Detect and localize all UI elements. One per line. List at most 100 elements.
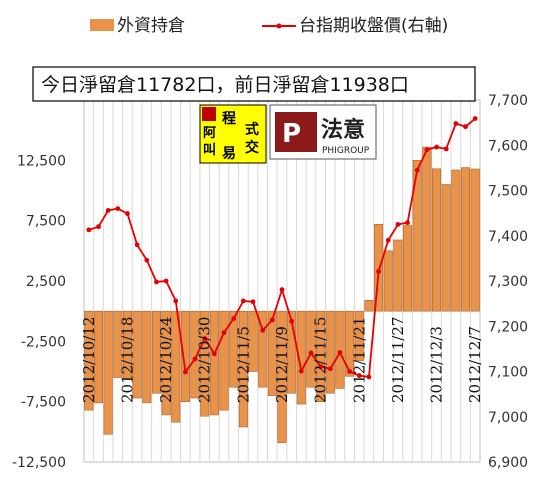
logo-phigroup-text: 法意 [321,117,365,143]
legend-line-label: 台指期收盤價(右軸) [299,16,448,36]
right-tick-label: 7,300 [488,274,528,290]
bar [84,310,94,411]
price-point [385,237,391,243]
logo-char-6: 易 [222,146,236,162]
price-point [231,316,237,321]
left-tick-label: -7,500 [21,395,66,411]
price-point [395,222,401,227]
price-point [434,144,439,150]
x-tick-label: 2012/11/15 [312,317,330,403]
x-tick-label: 2012/11/9 [273,326,291,403]
left-tick-label: -12,500 [12,455,66,471]
price-point [356,373,362,378]
price-point [405,220,410,226]
bar [190,310,200,399]
x-tick-label: 2012/12/3 [428,326,446,403]
price-point [173,298,179,304]
bar [209,310,219,416]
logo-char-4: 交 [245,139,259,156]
left-tick-label: -2,500 [21,334,66,350]
logo-char-2: 式 [245,121,259,138]
right-tick-label: 7,700 [488,93,528,109]
price-point [134,242,140,248]
bar [161,310,171,416]
price-point [260,327,266,333]
bar [248,310,258,372]
bar [335,310,345,389]
bar [122,310,132,379]
right-tick-label: 7,500 [488,184,528,200]
gridlines [93,100,471,462]
bar [441,184,451,312]
price-point [105,208,111,213]
x-tick-label: 2012/12/7 [466,326,484,403]
price-point [125,211,130,216]
bar [258,310,268,388]
right-tick-label: 7,600 [488,138,528,154]
bar [113,310,123,378]
price-point [472,116,478,121]
price-point [86,227,92,233]
bar [142,310,152,404]
logo-phigroup-mark-glyph: P [282,119,301,149]
price-point [453,121,459,126]
bar [306,310,316,388]
bar [364,300,374,312]
right-tick-label: 7,400 [488,229,528,245]
logo-phigroup-sub: PHIGROUP [322,146,370,156]
price-point [202,336,208,341]
bar [470,168,480,312]
bar [383,250,393,312]
legend-bar-label: 外資持倉 [117,16,185,36]
bar [132,310,142,399]
logo-char-3: 阿 [203,126,216,141]
bar [374,224,384,312]
bar [461,167,470,312]
price-point [337,350,343,355]
bar [325,310,335,394]
bar-series [84,146,480,443]
price-point [144,257,150,263]
right-tick-label: 7,000 [488,410,528,426]
bar [94,310,103,404]
x-tick-label: 2012/11/5 [234,326,252,403]
bar [354,310,364,361]
price-point [414,167,420,173]
price-point [318,364,324,369]
left-tick-label: 12,500 [17,153,66,169]
left-tick-label: 7,500 [26,214,66,230]
price-point [463,124,468,130]
x-axis-labels: 2012/10/12 2012/10/18 2012/10/24 2012/10/30… [80,317,484,403]
legend-line-marker [276,23,282,29]
bar [200,310,210,417]
bar [316,310,326,402]
right-tick-label: 6,900 [488,455,528,471]
right-axis: 6,900 7,000 7,100 7,200 7,300 7,400 7,500 7,600… [488,93,528,471]
x-tick-label: 2012/11/21 [350,317,368,403]
price-point [211,351,217,357]
legend-bar-swatch [90,19,114,31]
price-point [115,206,121,212]
price-point [376,269,381,274]
bar [171,310,181,423]
price-point [221,330,227,335]
price-point [308,350,314,356]
price-point [183,369,188,375]
bar [393,239,403,312]
right-tick-label: 7,100 [488,365,528,381]
bar [287,310,297,394]
price-point [192,356,198,362]
line-series [86,116,478,380]
bar [103,310,113,435]
bar [151,310,161,394]
bar [277,310,287,443]
logo-char-5: 叫 [203,142,216,158]
banner-text: 今日淨留倉11782口，前日淨留倉11938口 [41,74,409,96]
logo-program-trading: 程 式 阿 交 叫 易 [199,104,267,164]
price-point [298,368,304,374]
legend: 外資持倉 台指期收盤價(右軸) [90,16,448,36]
bar [267,310,277,396]
bar [180,310,190,402]
left-axis: -12,500 -7,500 -2,500 2,500 7,500 12,500 [12,153,66,471]
